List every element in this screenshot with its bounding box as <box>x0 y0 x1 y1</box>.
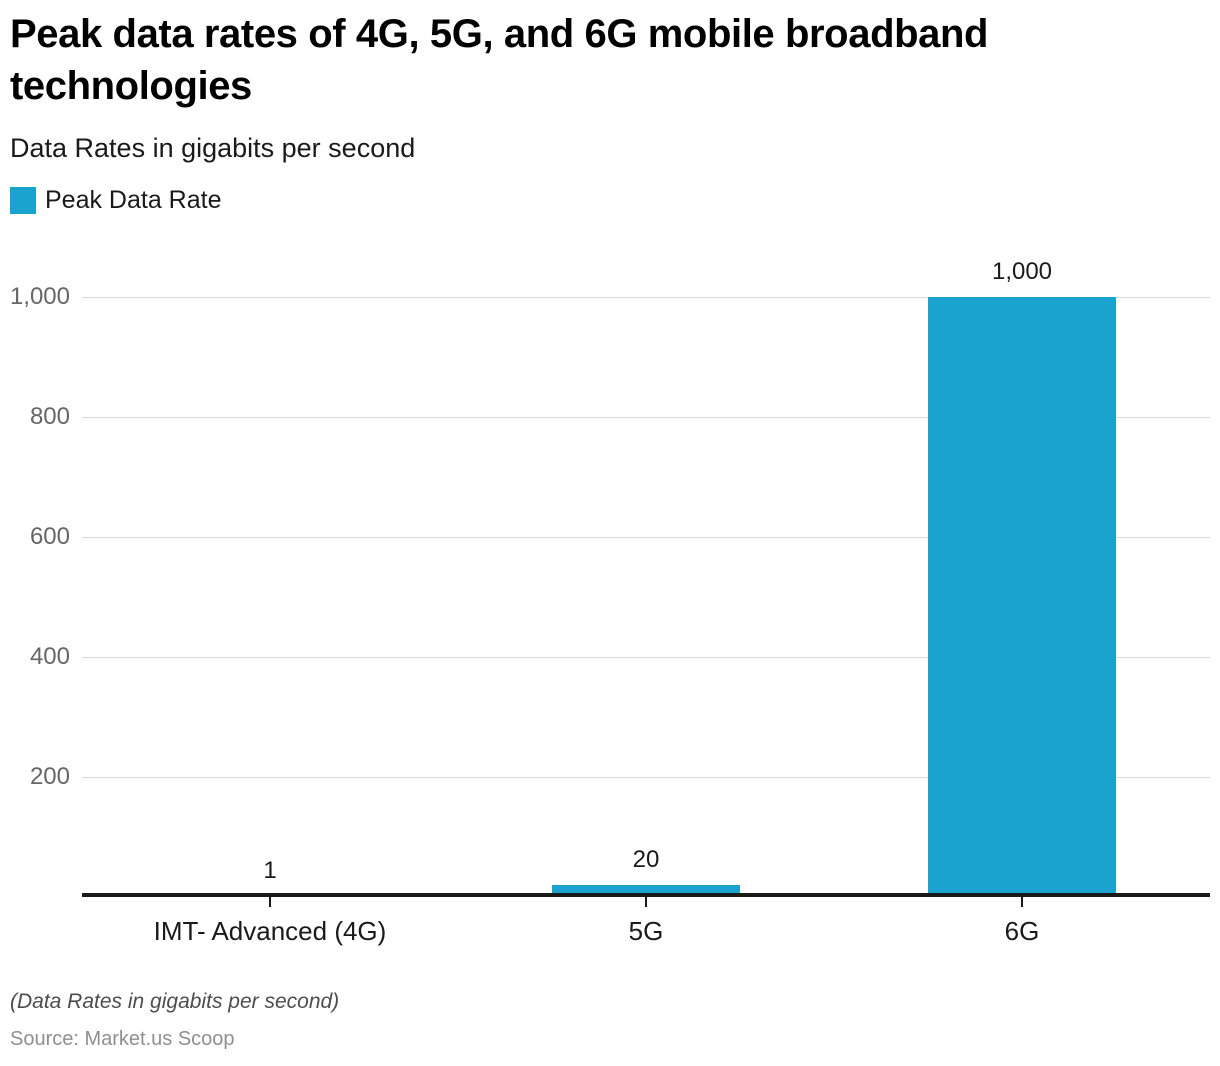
gridline <box>82 417 1210 418</box>
gridline <box>82 537 1210 538</box>
chart-title: Peak data rates of 4G, 5G, and 6G mobile… <box>10 8 1170 112</box>
gridline <box>82 297 1210 298</box>
bar-value-label: 20 <box>632 846 660 873</box>
bar-chart-plot: 200 400 600 800 1,000 1 20 1,000 IMT- Advanced (… <box>0 240 1220 975</box>
legend-label: Peak Data Rate <box>45 186 222 214</box>
chart-title-line-1: Peak data rates of 4G, 5G, and 6G mobile… <box>10 12 989 56</box>
legend-swatch-icon <box>10 187 36 214</box>
y-axis-tick-label: 1,000 <box>9 283 70 310</box>
bar-value-label: 1 <box>263 857 277 884</box>
y-axis-tick-label: 200 <box>29 763 70 790</box>
bar-value-label: 1,000 <box>991 258 1053 285</box>
bar <box>928 297 1116 897</box>
x-axis-tick <box>645 897 647 907</box>
gridline <box>82 657 1210 658</box>
source-line: Source: Market.us Scoop <box>10 1028 235 1050</box>
y-axis-tick-label: 400 <box>29 643 70 670</box>
legend: Peak Data Rate <box>10 186 222 215</box>
chart-subtitle: Data Rates in gigabits per second <box>10 133 416 163</box>
x-axis-tick <box>269 897 271 907</box>
y-axis-tick-label: 800 <box>29 403 70 430</box>
x-axis-category-label: 5G <box>628 916 664 946</box>
x-axis-category-label: IMT- Advanced (4G) <box>153 916 387 946</box>
x-axis-line <box>82 893 1210 897</box>
x-axis-category-label: 6G <box>1004 916 1040 946</box>
y-axis-tick-label: 600 <box>29 523 70 550</box>
x-axis-tick <box>1021 897 1023 907</box>
chart-title-line-2: technologies <box>10 64 252 108</box>
gridline <box>82 777 1210 778</box>
footnote: (Data Rates in gigabits per second) <box>10 990 340 1013</box>
